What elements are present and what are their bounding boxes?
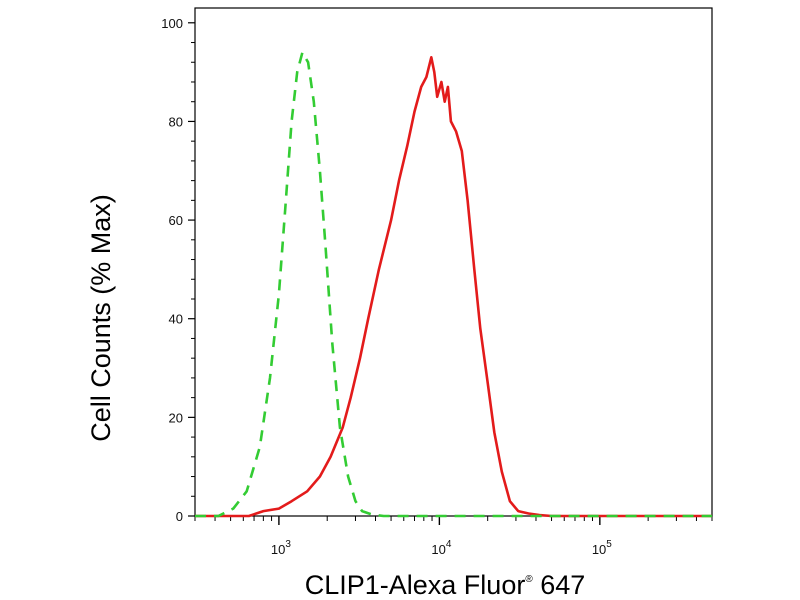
y-tick-label: 40 bbox=[169, 312, 183, 327]
x-tick-label: 103 bbox=[271, 539, 291, 557]
x-axis-title: CLIP1-Alexa Fluor® 647 bbox=[305, 570, 586, 600]
x-tick-label: 104 bbox=[431, 539, 451, 557]
y-tick-label: 60 bbox=[169, 213, 183, 228]
x-tick-exponent: 3 bbox=[285, 539, 291, 550]
x-axis-title-main: CLIP1-Alexa Fluor bbox=[305, 570, 526, 600]
plot-border bbox=[194, 7, 713, 517]
series-line-2 bbox=[195, 51, 712, 518]
x-axis-title-suffix: 647 bbox=[533, 570, 586, 600]
x-tick-base: 10 bbox=[271, 542, 285, 557]
series-line-1 bbox=[195, 56, 712, 518]
x-tick-base: 10 bbox=[592, 542, 606, 557]
y-tick-label: 80 bbox=[169, 114, 183, 129]
y-tick-label: 100 bbox=[161, 16, 183, 31]
x-tick-base: 10 bbox=[431, 542, 445, 557]
x-axis: 103 104 105 bbox=[194, 516, 713, 557]
x-axis-title-mark: ® bbox=[525, 574, 533, 585]
plot-frame bbox=[194, 7, 713, 517]
y-tick-label: 20 bbox=[169, 410, 183, 425]
y-tick-label: 0 bbox=[176, 509, 183, 524]
x-tick-exponent: 5 bbox=[606, 539, 612, 550]
y-axis-title: Cell Counts (% Max) bbox=[86, 194, 116, 442]
series-layer bbox=[195, 51, 712, 518]
y-axis: 0 20 40 60 80 100 bbox=[161, 16, 195, 524]
x-tick-label: 105 bbox=[592, 539, 612, 557]
x-tick-exponent: 4 bbox=[446, 539, 452, 550]
